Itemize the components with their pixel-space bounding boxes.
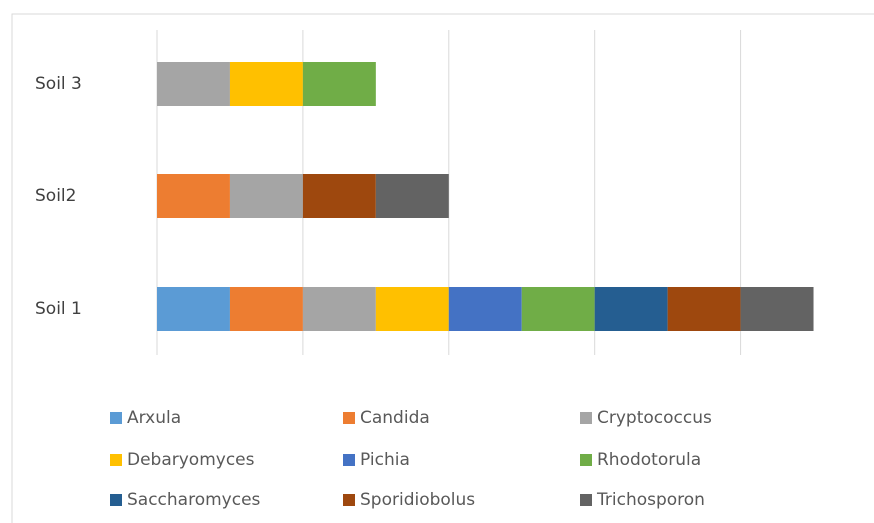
legend-swatch xyxy=(580,494,592,506)
bar-segment xyxy=(302,287,376,331)
bar-segment xyxy=(157,174,230,218)
legend-swatch xyxy=(110,412,122,424)
bar-segment xyxy=(594,287,668,331)
legend-label: Arxula xyxy=(127,408,181,428)
legend-swatch xyxy=(580,412,592,424)
bar-segment xyxy=(229,174,303,218)
bar-segment xyxy=(667,287,741,331)
legend-label: Cryptococcus xyxy=(597,408,712,428)
legend-swatch xyxy=(343,454,355,466)
bar-segment xyxy=(521,287,595,331)
bar-segment xyxy=(375,287,449,331)
legend-label: Debaryomyces xyxy=(127,450,255,470)
bar-segment xyxy=(375,174,449,218)
legend-swatch xyxy=(343,494,355,506)
bar-segment xyxy=(302,62,376,106)
y-tick-label: Soil2 xyxy=(35,186,76,206)
bar-segment xyxy=(157,62,230,106)
legend-swatch xyxy=(110,454,122,466)
bar-segment xyxy=(448,287,522,331)
legend-label: Trichosporon xyxy=(596,490,705,510)
bar-segment xyxy=(229,287,303,331)
legend-label: Rhodotorula xyxy=(597,450,701,470)
bar-segment xyxy=(302,174,376,218)
legend-swatch xyxy=(110,494,122,506)
legend-label: Candida xyxy=(360,408,430,428)
legend-label: Saccharomyces xyxy=(127,490,261,510)
bar-segment xyxy=(229,62,303,106)
y-tick-label: Soil 3 xyxy=(35,74,82,94)
legend-swatch xyxy=(343,412,355,424)
legend-label: Pichia xyxy=(360,450,410,470)
legend-swatch xyxy=(580,454,592,466)
legend-label: Sporidiobolus xyxy=(360,490,475,510)
bar-segment xyxy=(157,287,230,331)
chart-border xyxy=(11,13,874,523)
bar-segment xyxy=(740,287,814,331)
y-tick-label: Soil 1 xyxy=(35,299,82,319)
